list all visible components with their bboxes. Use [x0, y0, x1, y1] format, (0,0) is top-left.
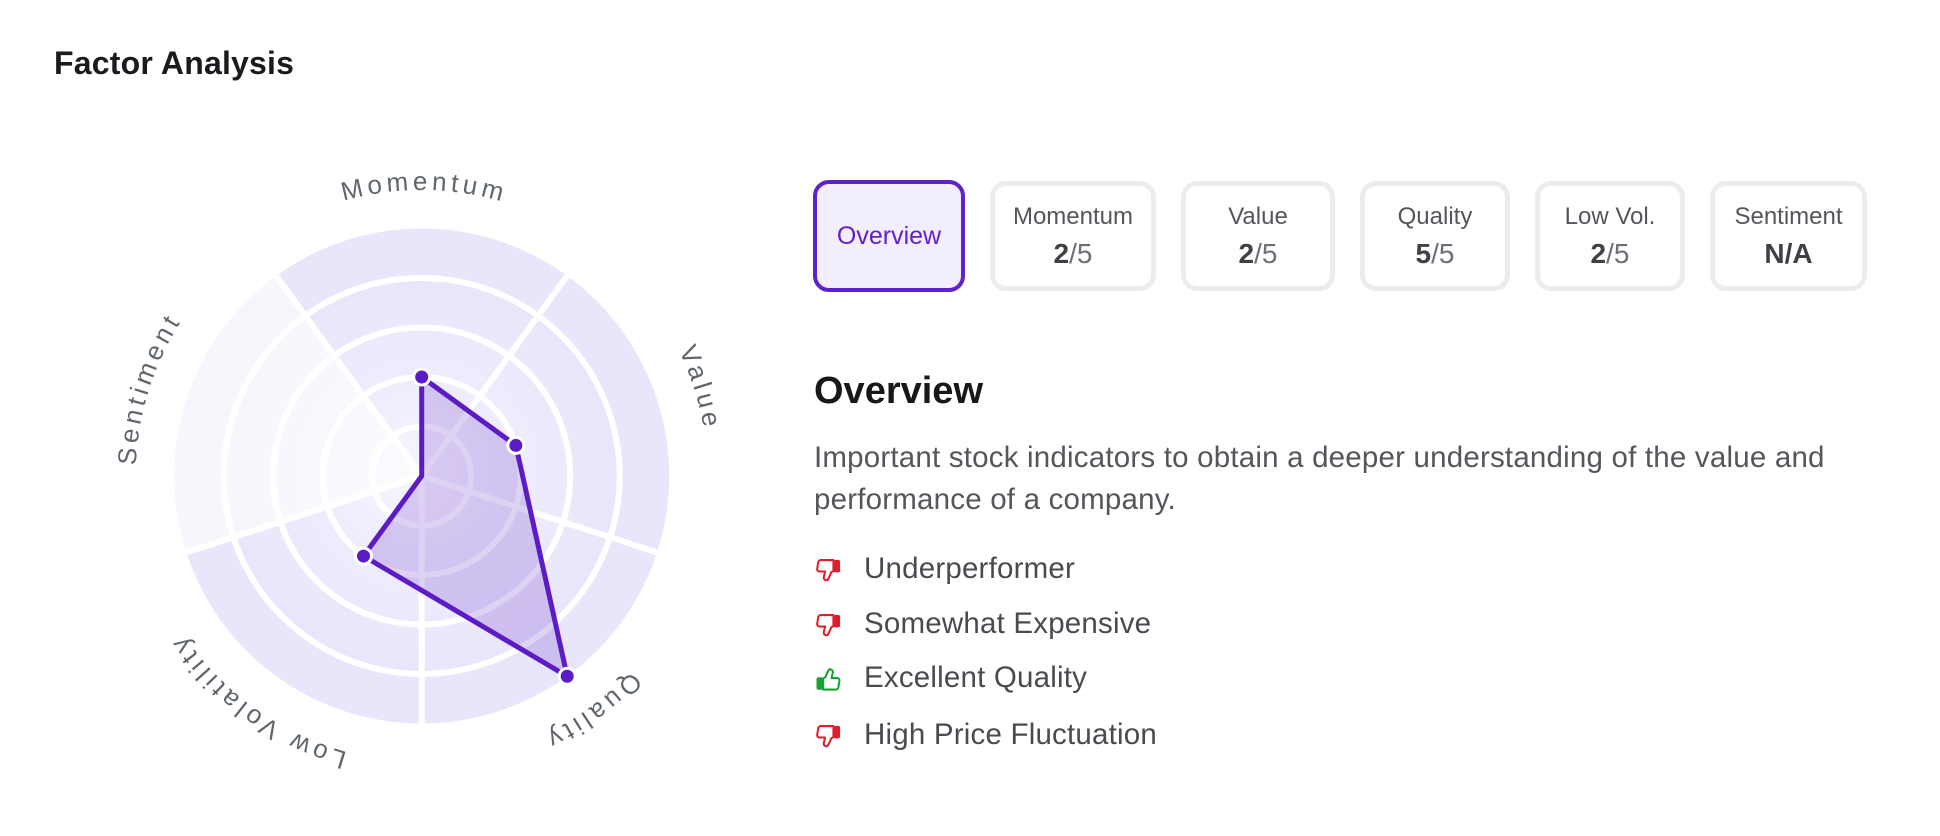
svg-text:Sentiment: Sentiment — [112, 307, 188, 466]
svg-text:Momentum: Momentum — [338, 166, 511, 208]
svg-text:Value: Value — [673, 341, 728, 433]
